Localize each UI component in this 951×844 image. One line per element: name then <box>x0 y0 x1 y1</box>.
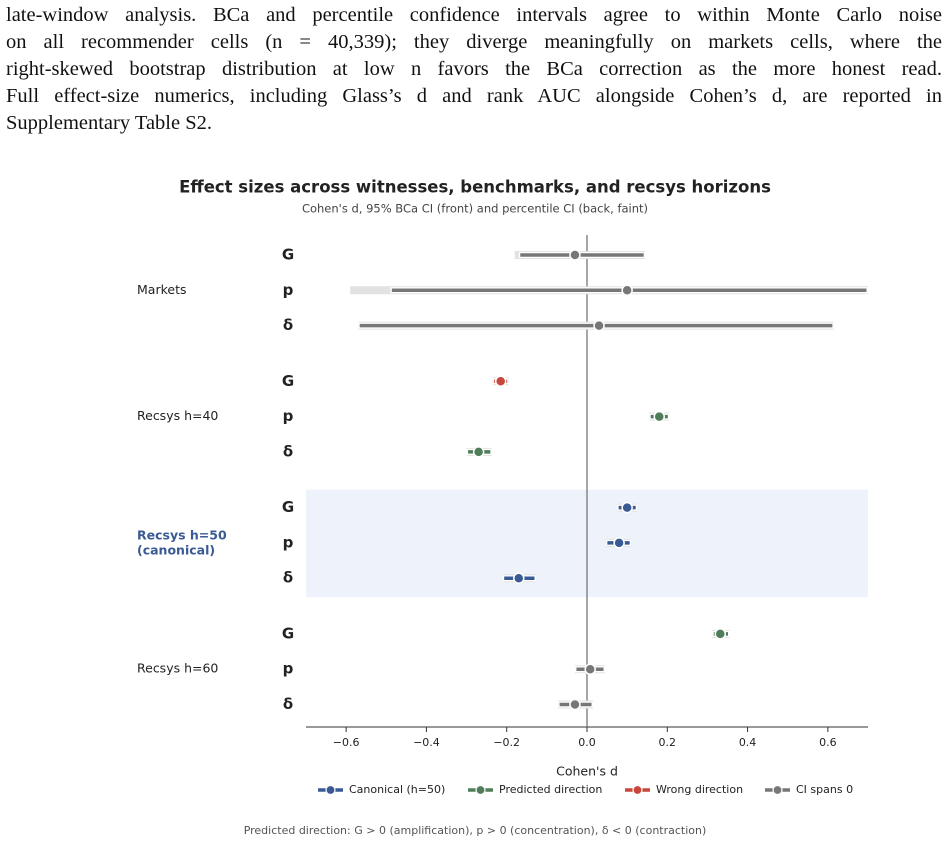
row-label: δ <box>283 695 293 713</box>
group-label: Markets <box>137 282 186 297</box>
row-label: δ <box>283 569 293 587</box>
x-tick-label: 0.2 <box>659 736 677 749</box>
row-label: p <box>283 533 294 551</box>
row-label: p <box>283 407 294 425</box>
point-estimate <box>569 698 581 711</box>
x-tick-label: 0.4 <box>739 736 757 749</box>
legend-label: Predicted direction <box>499 783 602 796</box>
row-label: G <box>282 246 294 264</box>
legend-marker <box>325 784 336 796</box>
group-label: Recsys h=40 <box>137 408 218 423</box>
x-tick-label: 0.6 <box>819 736 837 749</box>
paragraph: late-window analysis. BCa and percentile… <box>6 2 942 137</box>
row-label: G <box>282 624 294 642</box>
legend-label: Canonical (h=50) <box>349 783 445 796</box>
chart-subtitle: Cohen's d, 95% BCa CI (front) and percen… <box>302 202 648 216</box>
row-label: G <box>282 372 294 390</box>
point-estimate <box>714 628 727 640</box>
group-label: Recsys h=60 <box>137 661 218 676</box>
x-tick-label: −0.2 <box>493 736 520 749</box>
legend-marker <box>772 784 783 796</box>
point-estimate <box>593 319 605 332</box>
row-label: δ <box>283 442 293 460</box>
point-estimate <box>494 375 507 388</box>
legend-label: CI spans 0 <box>796 783 853 796</box>
x-tick-label: 0.0 <box>578 736 596 749</box>
point-estimate <box>653 410 666 423</box>
footnote: Predicted direction: G > 0 (amplificatio… <box>244 824 707 837</box>
group-label: Recsys h=50 (canonical) <box>137 527 227 557</box>
point-estimate <box>513 572 525 584</box>
text-line: right-skewed bootstrap distribution at l… <box>6 58 942 80</box>
point-estimate <box>584 663 596 675</box>
row-label: G <box>282 498 294 516</box>
text-line: late-window analysis. BCa and percentile… <box>6 4 942 26</box>
legend-marker <box>632 784 643 796</box>
point-estimate <box>613 537 625 549</box>
point-estimate <box>621 501 633 514</box>
x-tick-label: −0.4 <box>413 736 440 749</box>
text-line: Supplementary Table S2. <box>6 112 213 134</box>
row-label: δ <box>283 316 293 334</box>
text-line: on all recommender cells (n = 40,339); t… <box>6 31 942 53</box>
point-estimate <box>621 284 633 297</box>
legend-label: Wrong direction <box>656 783 743 796</box>
point-estimate <box>569 249 581 261</box>
x-tick-label: −0.6 <box>333 736 360 749</box>
x-axis-label: Cohen's d <box>556 764 618 779</box>
point-estimate <box>472 446 485 458</box>
chart-title: Effect sizes across witnesses, benchmark… <box>179 178 771 197</box>
text-line: Full effect-size numerics, including Gla… <box>6 85 942 107</box>
row-label: p <box>283 281 294 299</box>
row-label: p <box>283 660 294 678</box>
legend-marker <box>475 784 486 796</box>
